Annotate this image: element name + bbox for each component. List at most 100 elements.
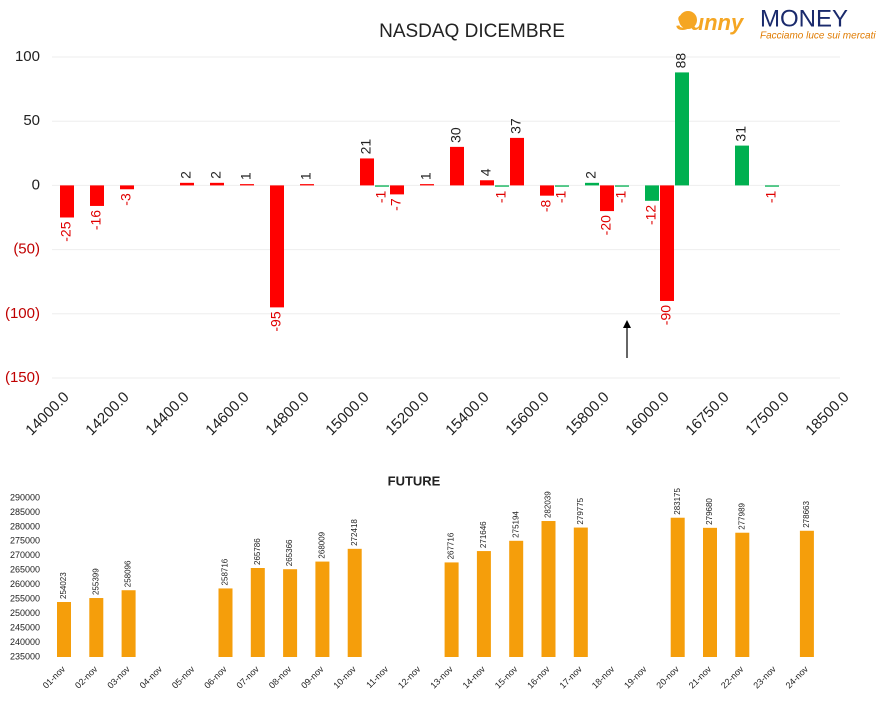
bar (765, 185, 779, 187)
y-tick-label: 235000 (10, 651, 40, 661)
data-label: -12 (643, 205, 659, 225)
y-tick-label: 285000 (10, 507, 40, 517)
x-tick-label: 15200.0 (382, 389, 432, 439)
x-tick-label: 14600.0 (202, 389, 252, 439)
bar (180, 182, 194, 186)
x-tick-label: 06-nov (202, 664, 229, 691)
data-label: 31 (733, 126, 749, 142)
bar (660, 185, 674, 301)
bar (509, 540, 524, 657)
bar (735, 532, 750, 657)
data-label: -1 (553, 190, 569, 203)
x-tick-label: 15600.0 (502, 389, 552, 439)
x-tick-label: 14400.0 (142, 389, 192, 439)
data-label: 255399 (91, 568, 100, 595)
bar (90, 185, 104, 206)
bar (283, 569, 298, 657)
bar (645, 185, 659, 201)
y-tick-label: 275000 (10, 536, 40, 546)
x-tick-label: 05-nov (170, 664, 197, 691)
x-tick-label: 12-nov (396, 664, 423, 691)
x-tick-label: 18-nov (590, 664, 617, 691)
bar (347, 548, 362, 657)
data-label: -1 (763, 190, 779, 203)
data-label: -8 (538, 199, 554, 212)
bar (495, 185, 509, 187)
bar (375, 185, 389, 187)
data-label: 283175 (673, 487, 682, 514)
x-tick-label: 16750.0 (682, 389, 732, 439)
data-label: 88 (673, 53, 689, 69)
bar (573, 527, 588, 657)
logo-tagline: Facciamo luce sui mercati (760, 31, 876, 42)
x-tick-label: 11-nov (364, 664, 390, 690)
bar (121, 590, 136, 657)
chart-title: FUTURE (388, 473, 441, 488)
bar (541, 521, 556, 657)
bar (360, 158, 374, 186)
logo-brand: MONEY (760, 5, 848, 32)
bar (300, 184, 314, 186)
y-tick-label: 265000 (10, 565, 40, 575)
data-label: 279775 (576, 497, 585, 524)
x-tick-label: 14000.0 (22, 389, 72, 439)
x-tick-label: 15800.0 (562, 389, 612, 439)
x-tick-label: 16000.0 (622, 389, 672, 439)
bar (555, 185, 569, 187)
bar (218, 588, 233, 657)
bar (210, 182, 224, 186)
data-label: -7 (388, 198, 404, 211)
x-tick-label: 20-nov (654, 664, 681, 691)
x-tick-label: 22-nov (719, 664, 746, 691)
bar (240, 184, 254, 186)
bar (480, 180, 494, 186)
data-label: 282039 (544, 491, 553, 518)
bar (670, 517, 685, 657)
data-label: -20 (598, 215, 614, 235)
data-label: 30 (448, 127, 464, 143)
x-tick-label: 15-nov (493, 664, 520, 691)
bar (420, 184, 434, 186)
bar (444, 562, 459, 657)
bar (120, 185, 134, 190)
bar (735, 145, 749, 186)
data-label: 2 (178, 171, 194, 179)
data-label: 1 (418, 172, 434, 180)
data-label: -3 (118, 193, 134, 206)
x-tick-label: 14200.0 (82, 389, 132, 439)
data-label: 265786 (253, 538, 262, 565)
x-tick-label: 16-nov (525, 664, 552, 691)
data-label: -1 (373, 190, 389, 203)
data-label: 279680 (705, 498, 714, 525)
bar (89, 598, 104, 657)
logo-sun (679, 11, 697, 29)
data-label: 267716 (447, 532, 456, 559)
y-tick-label: (50) (13, 241, 40, 258)
x-tick-label: 14800.0 (262, 389, 312, 439)
x-tick-label: 15400.0 (442, 389, 492, 439)
bar (799, 530, 814, 657)
data-label: 1 (238, 172, 254, 180)
bar (675, 72, 689, 186)
x-tick-label: 18500.0 (802, 389, 852, 439)
x-tick-label: 15000.0 (322, 389, 372, 439)
bar (270, 185, 284, 308)
x-tick-label: 21-nov (687, 664, 714, 691)
data-label: -1 (493, 190, 509, 203)
y-tick-label: 100 (15, 48, 40, 65)
data-label: 2 (583, 171, 599, 179)
data-label: 4 (478, 168, 494, 176)
data-label: -1 (613, 190, 629, 203)
bar (60, 185, 74, 218)
x-tick-label: 14-nov (461, 664, 488, 691)
x-tick-label: 19-nov (622, 664, 649, 691)
logo-brand: Sunny (676, 10, 745, 35)
x-tick-label: 09-nov (299, 664, 326, 691)
data-label: 258716 (221, 558, 230, 585)
logo: Sunny MONEY Facciamo luce sui mercati (676, 5, 876, 41)
bar (585, 182, 599, 186)
data-label: -16 (88, 210, 104, 230)
bar (57, 602, 71, 657)
x-tick-label: 01-nov (41, 664, 68, 691)
